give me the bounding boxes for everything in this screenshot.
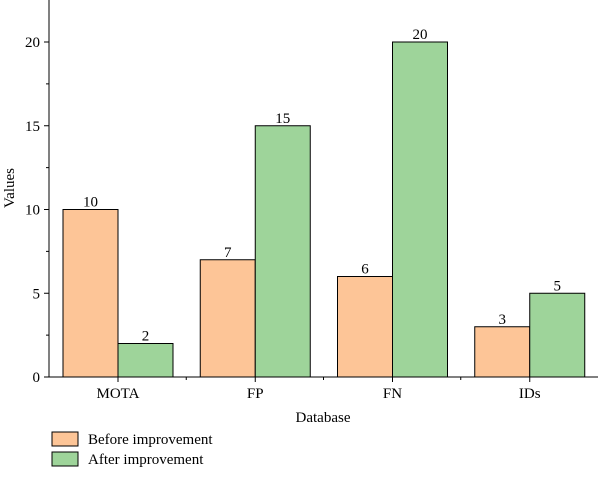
legend-swatch-series-2 xyxy=(51,451,79,467)
bar-fp-series-2 xyxy=(254,125,311,378)
y-ticks-layer: 0 5 10 15 20 xyxy=(25,35,49,386)
data-label-fp-series-2: 15 xyxy=(275,111,290,127)
x-categories-layer: MOTA FP FN IDs xyxy=(97,377,541,402)
data-label-ids-series-2: 5 xyxy=(554,278,562,294)
y-tick-label-5: 5 xyxy=(33,286,41,302)
data-label-fp-series-1: 7 xyxy=(224,245,232,261)
y-tick-label-15: 15 xyxy=(25,119,40,135)
x-tick-label-mota: MOTA xyxy=(97,386,140,402)
data-labels-layer: 10 2 7 15 6 20 3 5 xyxy=(83,27,561,345)
x-tick-label-ids: IDs xyxy=(519,386,541,402)
data-label-fn-series-2: 20 xyxy=(413,27,428,43)
legend-swatch-series-1 xyxy=(51,431,79,447)
y-axis-title: Values xyxy=(2,168,18,208)
bar-ids-series-1 xyxy=(474,326,531,378)
x-axis-title: Database xyxy=(296,410,351,426)
bar-ids-series-2 xyxy=(529,292,586,378)
axes-layer xyxy=(48,0,598,378)
legend: Before improvement After improvement xyxy=(51,431,213,468)
data-label-mota-series-2: 2 xyxy=(142,329,150,345)
y-tick-label-0: 0 xyxy=(33,370,41,386)
legend-label-series-1: Before improvement xyxy=(88,432,213,448)
data-label-fn-series-1: 6 xyxy=(361,262,369,278)
y-tick-label-10: 10 xyxy=(25,203,40,219)
y-tick-label-20: 20 xyxy=(25,35,40,51)
x-tick-label-fn: FN xyxy=(383,386,402,402)
bar-fn-series-2 xyxy=(392,41,448,378)
bar-fn-series-1 xyxy=(337,276,393,378)
legend-label-series-2: After improvement xyxy=(88,452,204,468)
x-tick-label-fp: FP xyxy=(247,386,264,402)
bar-fp-series-1 xyxy=(199,259,256,378)
bars-layer xyxy=(62,41,586,378)
bar-mota-series-2 xyxy=(117,343,174,378)
data-label-mota-series-1: 10 xyxy=(83,195,98,211)
bar-mota-series-1 xyxy=(62,209,119,378)
data-label-ids-series-1: 3 xyxy=(499,312,507,328)
